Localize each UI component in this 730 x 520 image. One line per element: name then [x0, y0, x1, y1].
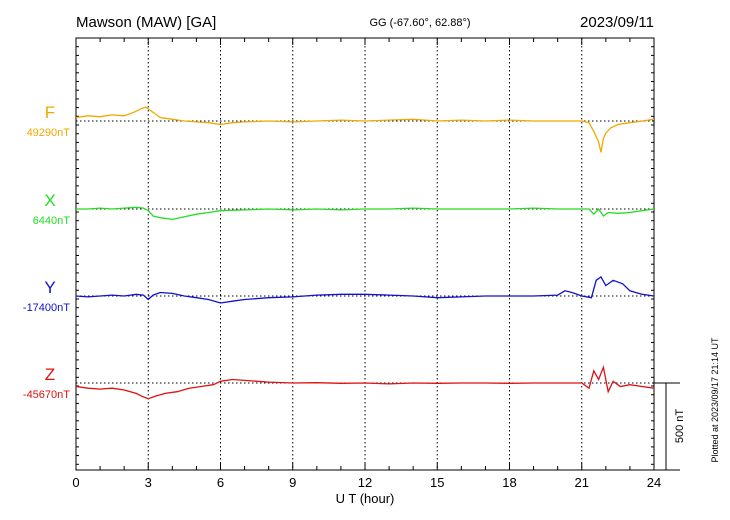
series-z-line: [75, 364, 655, 400]
x-tick-label: 18: [502, 475, 516, 490]
baseline-lines: [76, 120, 654, 384]
x-tick-label: 6: [217, 475, 224, 490]
series-y-name: Y: [44, 278, 55, 297]
date-label: 2023/09/11: [580, 14, 654, 31]
series-f-line: [75, 106, 655, 153]
x-tick-label: 9: [289, 475, 296, 490]
series-lines: [75, 106, 655, 400]
series-x-name: X: [44, 191, 55, 210]
series-y-baseline-label: -17400nT: [23, 302, 70, 314]
scale-bar: 500 nT: [654, 382, 686, 471]
station-title: Mawson (MAW) [GA]: [76, 14, 216, 31]
scale-bar-label: 500 nT: [674, 409, 686, 444]
x-tick-label: 3: [145, 475, 152, 490]
x-axis-title: U T (hour): [336, 491, 395, 506]
x-tick-label: 21: [575, 475, 589, 490]
x-tick-label: 15: [430, 475, 444, 490]
x-tick-label: 24: [647, 475, 661, 490]
series-x-line: [76, 206, 655, 221]
axis-ticks: [75, 37, 655, 470]
series-x-baseline-label: 6440nT: [33, 215, 71, 227]
series-f-name: F: [45, 103, 55, 122]
vertical-grid: [147, 38, 583, 470]
series-f-baseline-label: 49290nT: [27, 127, 71, 139]
x-tick-label: 0: [72, 475, 79, 490]
series-labels: F 49290nT X 6440nT Y -17400nT Z -45670nT: [23, 103, 70, 401]
plotted-at-label: Plotted at 2023/09/17 21:14 UT: [710, 337, 720, 463]
coordinates-label: GG (-67.60°, 62.88°): [369, 17, 470, 29]
x-tick-label: 12: [358, 475, 372, 490]
series-z-name: Z: [45, 365, 55, 384]
series-y-line: [75, 275, 655, 304]
series-z-baseline-label: -45670nT: [23, 389, 70, 401]
x-tick-labels: 0 3 6 9 12 15 18 21 24: [72, 475, 661, 490]
